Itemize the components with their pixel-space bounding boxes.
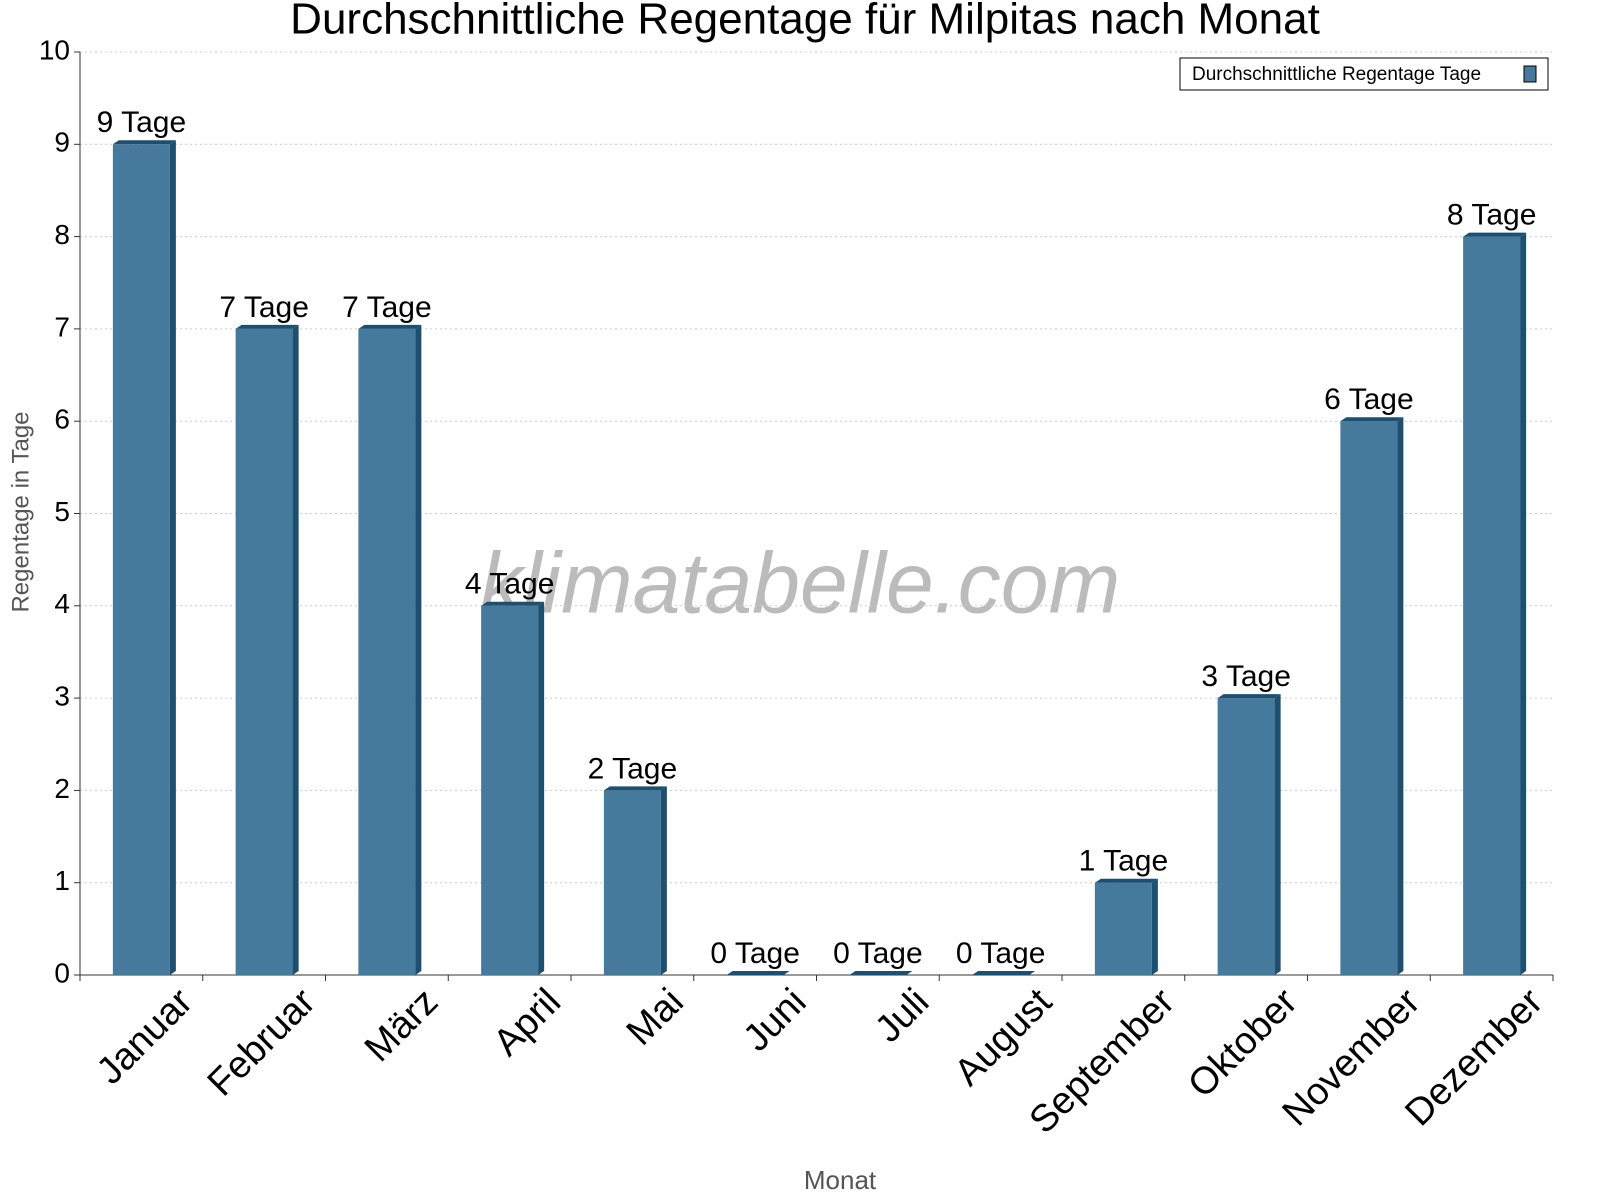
x-tick-label: Februar: [200, 981, 324, 1105]
x-tick-label: April: [486, 981, 569, 1064]
watermark: klimatabelle.com: [480, 536, 1120, 632]
bar-side: [1274, 694, 1281, 975]
x-tick-label: August: [947, 980, 1061, 1094]
data-label: 9 Tage: [97, 106, 187, 139]
bar-side: [1520, 232, 1527, 976]
data-label: 7 Tage: [219, 291, 309, 324]
bar: [481, 605, 539, 975]
legend-swatch: [1523, 65, 1537, 83]
bar-top: [603, 786, 667, 791]
x-tick-label: März: [357, 981, 446, 1070]
data-label: 0 Tage: [956, 937, 1046, 970]
bar-side: [415, 324, 422, 975]
bar: [1094, 882, 1152, 975]
y-tick-label: 9: [54, 127, 70, 158]
bar-side: [1397, 417, 1404, 975]
data-label: 1 Tage: [1079, 845, 1169, 878]
x-tick-label: Mai: [619, 981, 692, 1054]
bar-top: [1217, 694, 1281, 699]
data-label: 6 Tage: [1324, 383, 1414, 416]
bar: [603, 790, 661, 975]
y-tick-label: 5: [54, 496, 70, 527]
y-axis-label: Regentage in Tage: [7, 411, 34, 612]
data-label: 3 Tage: [1201, 660, 1291, 693]
bar-top: [358, 324, 422, 329]
bar-top: [235, 324, 299, 329]
x-tick-label: Januar: [89, 981, 201, 1093]
y-tick-label: 2: [54, 773, 70, 804]
data-label: 4 Tage: [465, 568, 555, 601]
y-tick-label: 6: [54, 404, 70, 435]
y-tick-label: 3: [54, 680, 70, 711]
bar-top: [972, 971, 1036, 975]
chart-title: Durchschnittliche Regentage für Milpitas…: [290, 0, 1320, 44]
data-label: 8 Tage: [1447, 199, 1537, 232]
y-tick-label: 8: [54, 219, 70, 250]
legend-box: [1179, 57, 1549, 91]
bar-top: [849, 971, 913, 975]
bar-side: [169, 140, 176, 976]
data-label: 0 Tage: [833, 937, 923, 970]
y-tick-label: 7: [54, 311, 70, 342]
y-tick-label: 1: [54, 865, 70, 896]
legend-label: Durchschnittliche Regentage Tage: [1192, 64, 1481, 85]
bar: [1340, 421, 1398, 975]
bar: [358, 328, 416, 975]
bar-side: [292, 324, 299, 975]
data-label: 7 Tage: [342, 291, 432, 324]
bar-top: [1094, 878, 1158, 883]
bar: [1217, 698, 1275, 975]
bar: [1463, 236, 1521, 976]
bar-top: [112, 140, 176, 145]
bar-top: [1340, 417, 1404, 422]
y-tick-label: 4: [54, 588, 70, 619]
bar: [235, 328, 293, 975]
bar-side: [538, 601, 545, 975]
x-axis-label: Monat: [804, 1165, 877, 1195]
bar-side: [660, 786, 667, 975]
y-tick-label: 10: [39, 34, 70, 65]
data-label: 0 Tage: [710, 937, 800, 970]
data-label: 2 Tage: [588, 752, 678, 785]
y-tick-label: 0: [54, 957, 70, 988]
x-tick-label: Juni: [736, 981, 815, 1060]
x-tick-label: Oktober: [1180, 981, 1306, 1107]
bar-top: [726, 971, 790, 975]
bar-top: [1463, 232, 1527, 237]
bar-top: [481, 601, 545, 606]
x-tick-label: Juli: [867, 981, 937, 1051]
bar: [112, 144, 170, 976]
bar-side: [1151, 878, 1158, 975]
